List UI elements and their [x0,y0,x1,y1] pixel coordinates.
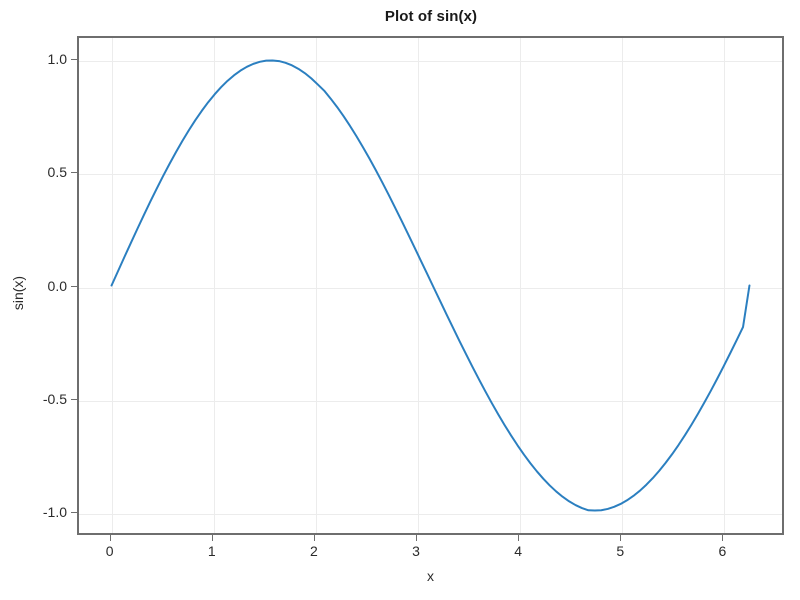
y-tick-mark [71,285,77,287]
data-series-layer [110,59,751,512]
y-axis-label: sin(x) [10,275,26,311]
x-tick-label: 6 [718,543,727,559]
gridline-horizontal [79,174,782,176]
gridline-vertical [622,38,624,533]
y-tick-label: -1.0 [42,504,67,521]
y-tick-label: 0.5 [47,164,67,181]
x-tick-mark [722,535,724,541]
x-tick-label: 4 [514,543,523,559]
x-tick-mark [211,535,213,541]
gridline-vertical [418,38,420,533]
x-tick-mark [313,535,315,541]
gridline-horizontal [79,287,782,289]
x-axis-label: x [427,568,434,584]
y-tick-mark [71,58,77,60]
x-tick-label: 2 [310,543,318,559]
x-tick-label: 1 [207,543,216,559]
gridline-horizontal [79,400,782,402]
x-tick-label: 0 [105,543,114,559]
y-tick-label: 0.0 [47,277,67,294]
line-series-sinx [110,59,751,512]
y-tick-mark [71,512,77,514]
gridline-vertical [520,38,522,533]
x-tick-mark [109,535,111,541]
gridlines [79,38,782,533]
x-tick-mark [620,535,622,541]
plot-area [77,36,784,535]
y-tick-mark [71,398,77,400]
x-tick-label: 3 [412,543,420,559]
gridline-vertical [724,38,726,533]
gridline-vertical [213,38,215,533]
y-tick-label: 1.0 [47,50,67,67]
gridline-horizontal [79,514,782,516]
y-tick-label: -0.5 [42,390,67,407]
chart-title: Plot of sin(x) [384,8,478,25]
x-tick-label: 5 [616,543,625,559]
x-tick-mark [518,535,520,541]
y-tick-mark [71,172,77,174]
x-tick-mark [416,535,418,541]
gridline-vertical [315,38,317,533]
gridline-horizontal [79,60,782,62]
